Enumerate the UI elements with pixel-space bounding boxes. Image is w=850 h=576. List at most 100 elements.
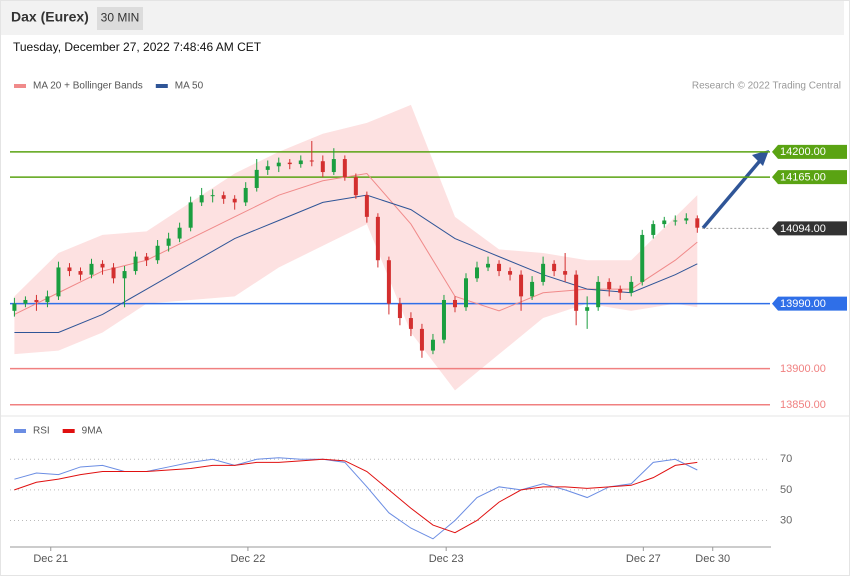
legend-swatch	[62, 429, 75, 433]
candle-body	[23, 299, 28, 304]
level-label: 13850.00	[780, 399, 826, 411]
candle-body	[684, 218, 689, 221]
candle-body	[475, 267, 480, 279]
candle-body	[430, 339, 435, 351]
legend-label: MA 20 + Bollinger Bands	[33, 81, 143, 92]
candle-body	[695, 218, 700, 228]
candle-body	[56, 267, 61, 297]
candle-body	[298, 160, 303, 165]
x-tick-label: Dec 27	[626, 553, 661, 565]
candle-body	[452, 299, 457, 308]
candle-body	[618, 289, 623, 293]
candle-body	[265, 166, 270, 170]
interval-badge[interactable]	[97, 7, 143, 30]
candle-body	[243, 187, 248, 203]
candle-body	[486, 263, 491, 268]
forecast-arrow	[701, 154, 766, 230]
legend-label: MA 50	[175, 81, 204, 92]
legend-label: RSI	[33, 426, 50, 437]
level-label: 13990.00	[780, 298, 826, 310]
candle-body	[155, 245, 160, 261]
candle-body	[331, 159, 336, 173]
level-label: 13900.00	[780, 363, 826, 375]
arrow-head	[752, 150, 769, 166]
candle-body	[45, 296, 50, 303]
candle-body	[78, 271, 83, 275]
level-tag	[772, 170, 847, 185]
candle-body	[34, 299, 39, 303]
legend-swatch	[14, 84, 26, 88]
candle-body	[320, 161, 325, 173]
x-tick-label: Dec 22	[230, 553, 265, 565]
candle-body	[519, 274, 524, 297]
candle-body	[386, 260, 391, 304]
candle-body	[100, 263, 105, 268]
candle-body	[144, 256, 149, 261]
candle-body	[497, 263, 502, 272]
candle-body	[12, 303, 17, 311]
candle-body	[276, 162, 281, 167]
legend-label: 9MA	[82, 426, 103, 437]
level-label: 14094.00	[780, 223, 826, 235]
candle-body	[585, 307, 590, 311]
candle-body	[673, 220, 678, 222]
candle-body	[662, 220, 667, 225]
candle-body	[353, 177, 358, 196]
candle-body	[596, 281, 601, 308]
x-tick-label: Dec 30	[695, 553, 730, 565]
timestamp: Tuesday, December 27, 2022 7:48:46 AM CE…	[13, 40, 262, 54]
x-tick-label: Dec 21	[33, 553, 68, 565]
candle-body	[651, 224, 656, 235]
legend-swatch	[14, 429, 26, 433]
level-label: 14165.00	[780, 172, 826, 184]
candle-body	[221, 195, 226, 199]
candle-body	[287, 162, 292, 165]
candle-body	[375, 216, 380, 261]
candle-body	[397, 303, 402, 319]
level-tag	[772, 296, 847, 311]
candle-body	[210, 195, 215, 197]
legend-swatch	[155, 84, 168, 88]
interval[interactable]: 30 MIN	[101, 11, 140, 25]
bollinger-band	[14, 104, 698, 391]
x-tick-label: Dec 23	[429, 553, 464, 565]
candle-body	[441, 299, 446, 340]
candle-body	[574, 274, 579, 311]
candle-body	[364, 195, 369, 217]
candle-body	[629, 281, 634, 293]
candle-body	[188, 202, 193, 228]
candle-body	[464, 278, 468, 308]
candle-body	[541, 263, 546, 282]
candle-body	[177, 227, 182, 239]
y-tick-label: 70	[780, 453, 792, 465]
candle-body	[133, 256, 138, 272]
level-tag	[772, 221, 847, 236]
candle-body	[111, 267, 116, 279]
rsi-line	[14, 458, 698, 534]
y-tick-label: 50	[780, 484, 792, 496]
candle-body	[508, 271, 513, 275]
candle-body	[254, 169, 259, 188]
candle-body	[67, 267, 72, 272]
candle-body	[166, 238, 171, 246]
title: Dax (Eurex)	[11, 9, 89, 25]
candle-body	[530, 281, 535, 297]
level-tag	[772, 144, 847, 159]
credit: Research © 2022 Trading Central	[692, 81, 841, 92]
candle-body	[309, 160, 314, 162]
candle-body	[199, 195, 204, 203]
candle-body	[563, 271, 568, 275]
candle-body	[232, 198, 237, 203]
candle-body	[89, 263, 94, 275]
level-label: 14200.00	[780, 146, 826, 158]
candle-body	[408, 318, 413, 329]
candle-body	[419, 328, 424, 351]
candle-body	[342, 159, 347, 178]
candle-body	[552, 263, 557, 272]
candle-body	[640, 234, 645, 282]
candle-body	[122, 271, 127, 279]
y-tick-label: 30	[780, 514, 792, 526]
ma-line	[14, 172, 698, 315]
candle-body	[607, 281, 612, 290]
